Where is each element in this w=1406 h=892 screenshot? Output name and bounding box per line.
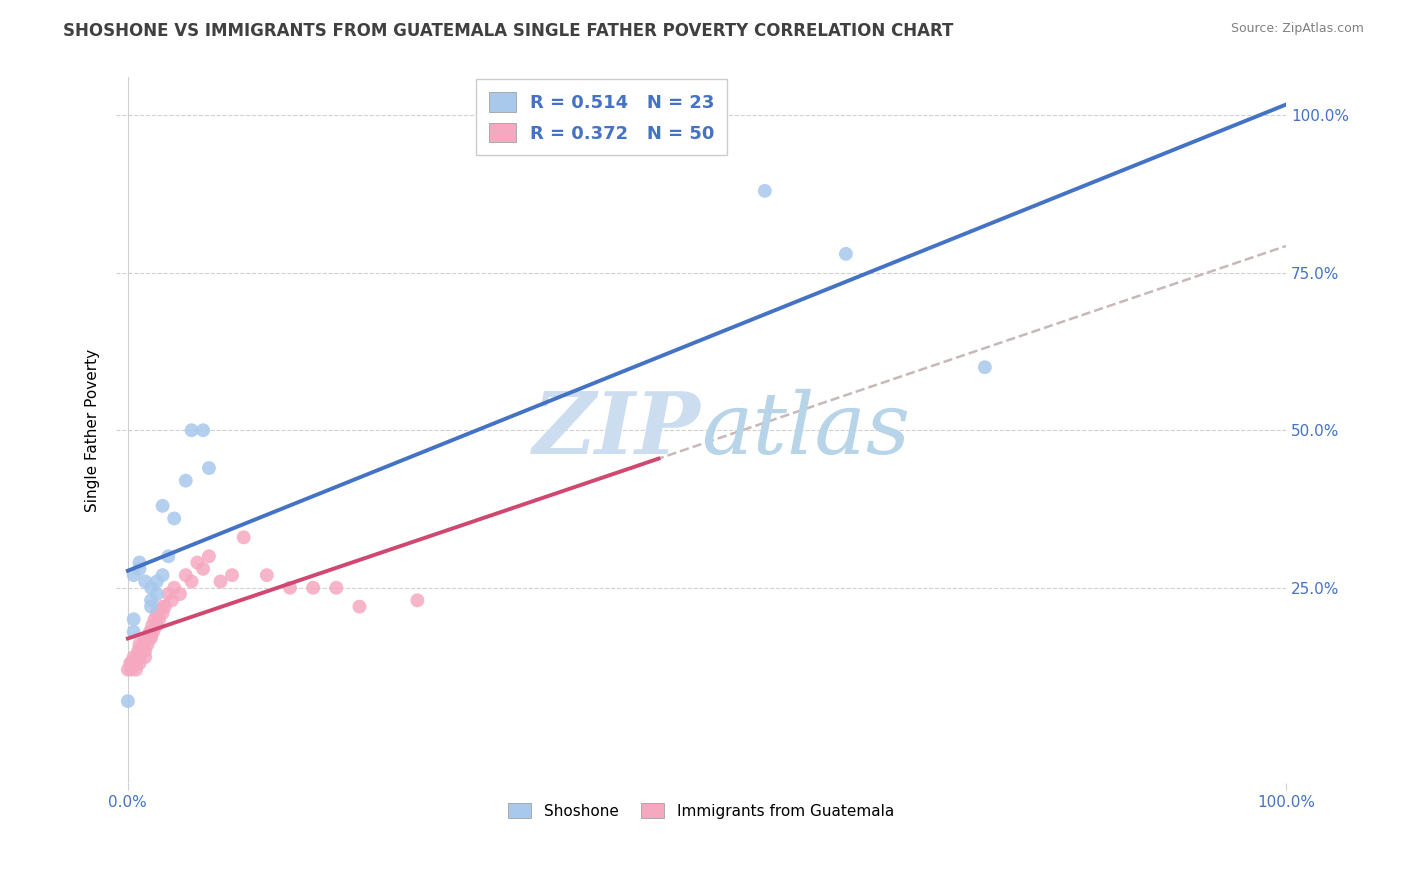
Point [132, 637, 155, 651]
Point [198, 461, 221, 475]
Point [117, 663, 139, 677]
Point [835, 247, 858, 261]
Point [163, 581, 186, 595]
Point [134, 650, 156, 665]
Point [153, 599, 176, 614]
Point [128, 637, 150, 651]
Text: SHOSHONE VS IMMIGRANTS FROM GUATEMALA SINGLE FATHER POVERTY CORRELATION CHART: SHOSHONE VS IMMIGRANTS FROM GUATEMALA SI… [63, 22, 953, 40]
Point [148, 612, 170, 626]
Point [141, 618, 163, 632]
Point [139, 581, 162, 595]
Point [754, 184, 776, 198]
Point [152, 568, 174, 582]
Point [120, 657, 142, 671]
Point [191, 423, 214, 437]
Point [209, 574, 232, 589]
Point [152, 599, 174, 614]
Point [186, 556, 208, 570]
Point [146, 618, 169, 632]
Point [117, 694, 139, 708]
Point [139, 624, 162, 639]
Point [122, 612, 145, 626]
Point [134, 644, 156, 658]
Text: atlas: atlas [702, 389, 910, 472]
Point [139, 631, 162, 645]
Point [142, 624, 165, 639]
Point [174, 568, 197, 582]
Point [152, 499, 174, 513]
Point [191, 562, 214, 576]
Point [120, 657, 142, 671]
Text: Source: ZipAtlas.com: Source: ZipAtlas.com [1230, 22, 1364, 36]
Point [152, 606, 174, 620]
Point [138, 631, 160, 645]
Point [139, 624, 162, 639]
Point [139, 593, 162, 607]
Legend: Shoshone, Immigrants from Guatemala: Shoshone, Immigrants from Guatemala [502, 797, 900, 825]
Point [180, 423, 202, 437]
Point [157, 549, 180, 564]
Point [278, 581, 301, 595]
Point [125, 657, 148, 671]
Point [125, 663, 148, 677]
Point [122, 657, 145, 671]
Point [221, 568, 243, 582]
Point [134, 631, 156, 645]
Point [232, 530, 254, 544]
Point [157, 587, 180, 601]
Point [139, 599, 162, 614]
Point [120, 663, 142, 677]
Point [143, 612, 166, 626]
Point [128, 650, 150, 665]
Point [325, 581, 347, 595]
Point [349, 599, 371, 614]
Point [122, 624, 145, 639]
Point [146, 587, 169, 601]
Point [198, 549, 221, 564]
Point [128, 562, 150, 576]
Point [122, 568, 145, 582]
Point [127, 650, 149, 665]
Point [128, 657, 150, 671]
Point [128, 556, 150, 570]
Point [169, 587, 191, 601]
Point [256, 568, 278, 582]
Y-axis label: Single Father Poverty: Single Father Poverty [86, 349, 100, 512]
Point [134, 574, 156, 589]
Point [406, 593, 429, 607]
Point [131, 644, 153, 658]
Point [160, 593, 183, 607]
Point [302, 581, 325, 595]
Point [122, 650, 145, 665]
Point [174, 474, 197, 488]
Text: ZIP: ZIP [533, 389, 702, 472]
Point [146, 606, 169, 620]
Point [146, 574, 169, 589]
Point [973, 360, 995, 375]
Point [163, 511, 186, 525]
Point [136, 637, 159, 651]
Point [180, 574, 202, 589]
Point [127, 644, 149, 658]
